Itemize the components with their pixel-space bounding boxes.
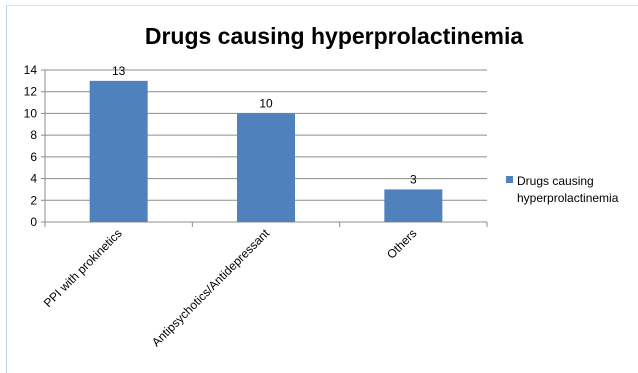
- y-tick-label: 0: [30, 215, 37, 229]
- y-tick-label: 14: [24, 63, 38, 77]
- frame-border-top: [6, 5, 638, 6]
- y-tick-labels: 0 2 4 6 8 10 12 14: [24, 63, 38, 229]
- x-tick-label: Antipsychotics/Antidepressant: [149, 226, 273, 350]
- legend-label-line2: hyperprolactinemia: [517, 191, 619, 205]
- bar: [237, 113, 295, 222]
- data-label: 10: [259, 96, 273, 110]
- y-tick-label: 12: [24, 85, 38, 99]
- x-tick-labels: PPI with prokinetics Antipsychotics/Antid…: [41, 226, 420, 350]
- y-tick-label: 4: [30, 172, 37, 186]
- legend: Drugs causing hyperprolactinemia: [506, 174, 619, 205]
- data-label: 3: [410, 172, 417, 186]
- legend-swatch: [506, 176, 513, 183]
- x-tick-label: PPI with prokinetics: [41, 226, 125, 310]
- y-tick-label: 10: [24, 106, 38, 120]
- y-tick-label: 6: [30, 150, 37, 164]
- frame-border-left: [6, 5, 7, 373]
- legend-label-line1: Drugs causing: [517, 174, 594, 188]
- bar: [384, 189, 443, 222]
- x-tick-label: Others: [384, 226, 419, 261]
- data-label: 13: [112, 64, 126, 78]
- y-tick-label: 2: [30, 193, 37, 207]
- chart-title: Drugs causing hyperprolactinemia: [145, 23, 524, 49]
- data-labels: 13 10 3: [112, 64, 417, 187]
- y-tick-label: 8: [30, 128, 37, 142]
- bars: [89, 80, 443, 222]
- bar: [89, 80, 148, 222]
